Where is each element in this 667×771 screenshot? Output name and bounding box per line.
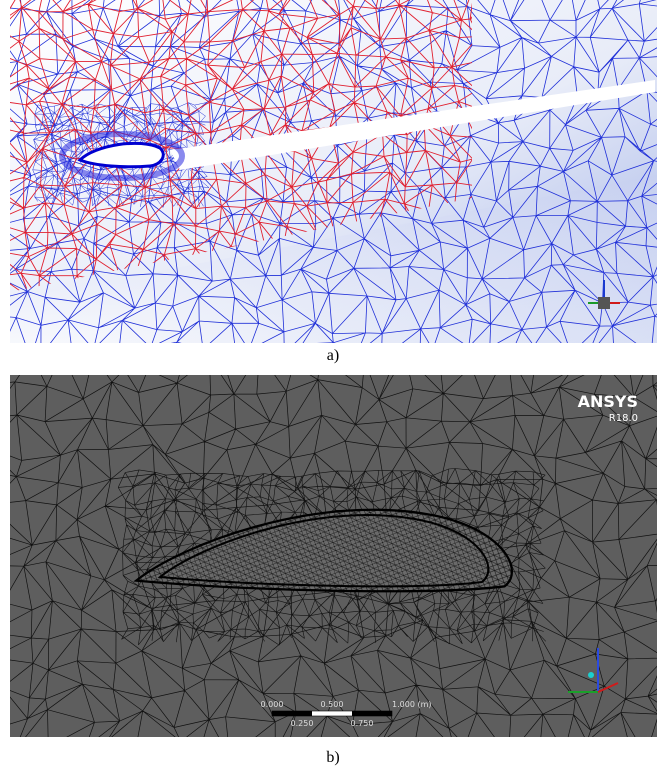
- version: R18.0: [609, 413, 638, 424]
- figure: a) ANSYS R18.0 0.000 0.500 1.000 (m) 0.2…: [0, 0, 667, 771]
- caption: a): [327, 347, 339, 364]
- page: a) ANSYS R18.0 0.000 0.500 1.000 (m) 0.2…: [0, 0, 667, 771]
- scale-label: 0.000: [261, 700, 284, 709]
- panel-b-image: ANSYS R18.0 0.000 0.500 1.000 (m) 0.250 …: [0, 350, 667, 771]
- caption: b): [326, 749, 339, 766]
- logo: ANSYS: [578, 392, 638, 411]
- scale-label: 0.250: [291, 719, 314, 728]
- panel-a-image: [0, 0, 667, 385]
- scale-label: 0.500: [321, 700, 344, 709]
- scale-label: 0.750: [351, 719, 374, 728]
- scale-label: 1.000 (m): [392, 700, 431, 709]
